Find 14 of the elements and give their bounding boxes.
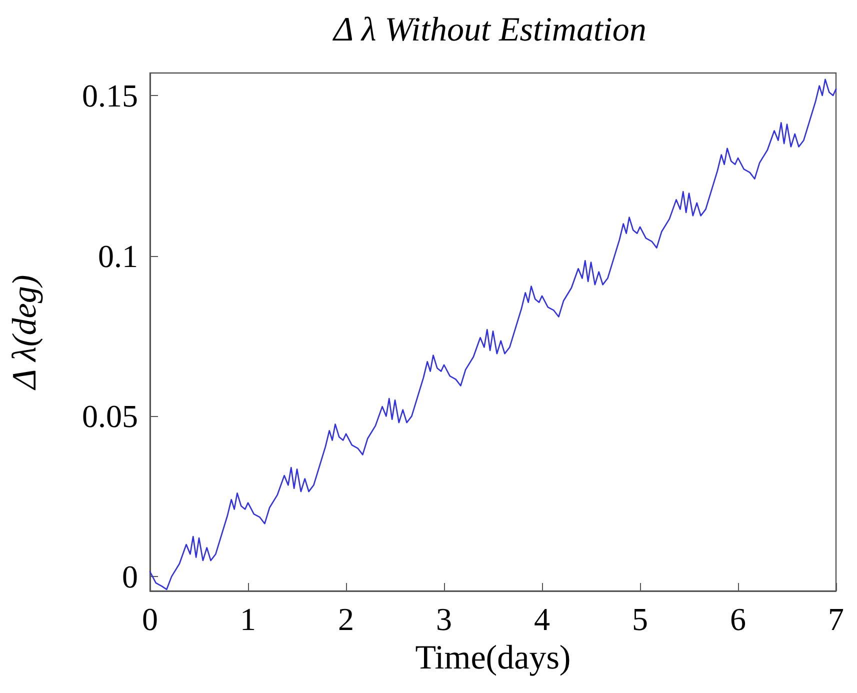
x-tick-label: 4: [534, 601, 550, 637]
x-tick-label: 6: [730, 601, 746, 637]
x-tick-label: 1: [240, 601, 256, 637]
x-axis-title: Time(days): [415, 640, 571, 676]
y-tick-label: 0: [122, 558, 138, 595]
x-tick-label: 7: [828, 601, 844, 637]
y-tick-label: 0.15: [82, 77, 138, 114]
chart-title: Δ λ Without Estimation: [332, 12, 646, 48]
y-tick-label: 0.05: [82, 398, 138, 434]
x-tick-label: 3: [436, 601, 452, 637]
y-axis-title: Δ λ(deg): [6, 274, 44, 392]
x-tick-label: 2: [338, 601, 354, 637]
y-tick-label: 0.1: [98, 238, 138, 274]
x-tick-label: 5: [632, 601, 648, 637]
